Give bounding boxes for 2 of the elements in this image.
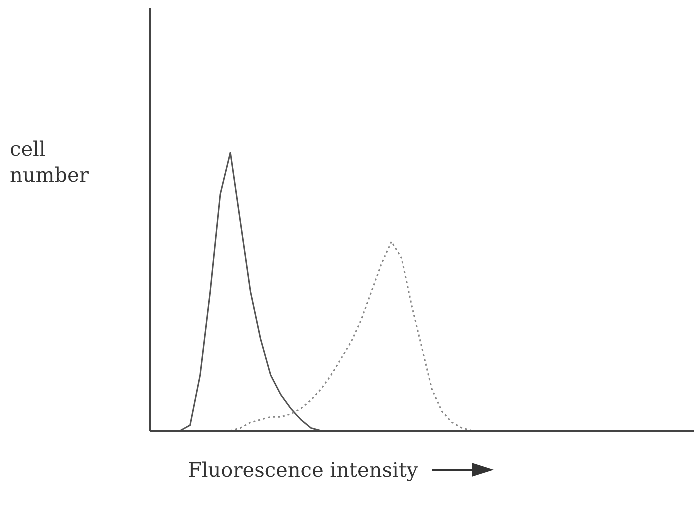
x-axis-title: Fluorescence intensity [188,458,418,482]
y-axis-title: cell number [10,136,89,188]
